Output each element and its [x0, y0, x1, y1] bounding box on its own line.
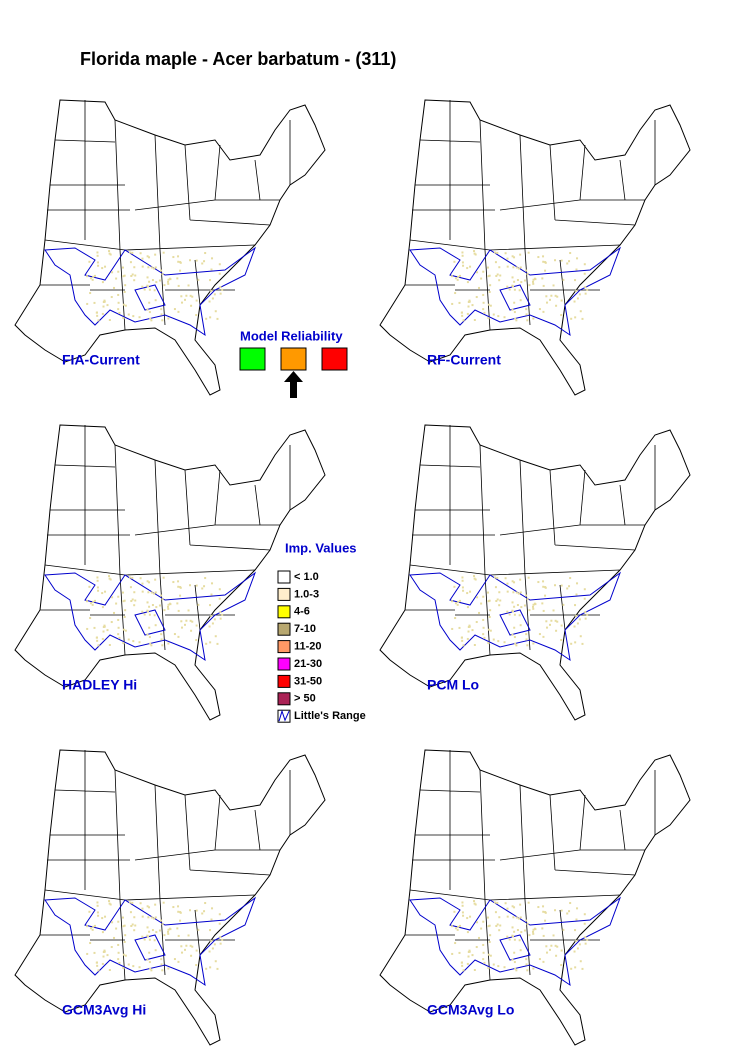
legend-label: 7-10	[294, 623, 316, 635]
legend-title: Imp. Values	[285, 540, 357, 555]
legend-label: 31-50	[294, 675, 322, 687]
legend-label: 1.0-3	[294, 588, 319, 600]
selection-arrow	[284, 371, 303, 398]
reliability-swatch	[239, 347, 266, 371]
map-label: PCM Lo	[427, 677, 479, 693]
legend-label: 4-6	[294, 606, 310, 618]
figure-title: Florida maple - Acer barbatum - (311)	[80, 49, 396, 69]
legend-swatch	[277, 605, 291, 619]
legend-label: 21-30	[294, 658, 322, 670]
legend-swatch	[277, 657, 291, 671]
map-label: GCM3Avg Hi	[62, 1002, 146, 1018]
legend-swatch	[277, 570, 291, 584]
legend-swatch	[277, 622, 291, 636]
legend-swatch	[277, 640, 291, 654]
map-label: GCM3Avg Lo	[427, 1002, 514, 1018]
legend-label: > 50	[294, 693, 316, 705]
reliability-swatch	[280, 347, 307, 371]
map-label: FIA-Current	[62, 352, 140, 368]
legend-range-line	[278, 709, 290, 722]
legend-swatch	[277, 692, 291, 706]
reliability-swatch	[321, 347, 348, 371]
legend-label: 11-20	[294, 641, 322, 653]
map-label: HADLEY Hi	[62, 677, 137, 693]
legend-swatch	[277, 674, 291, 688]
reliability-title: Model Reliability	[240, 328, 343, 343]
legend-label: Little's Range	[294, 710, 366, 722]
map-label: RF-Current	[427, 352, 501, 368]
legend-label: < 1.0	[294, 571, 319, 583]
legend-swatch	[277, 587, 291, 601]
